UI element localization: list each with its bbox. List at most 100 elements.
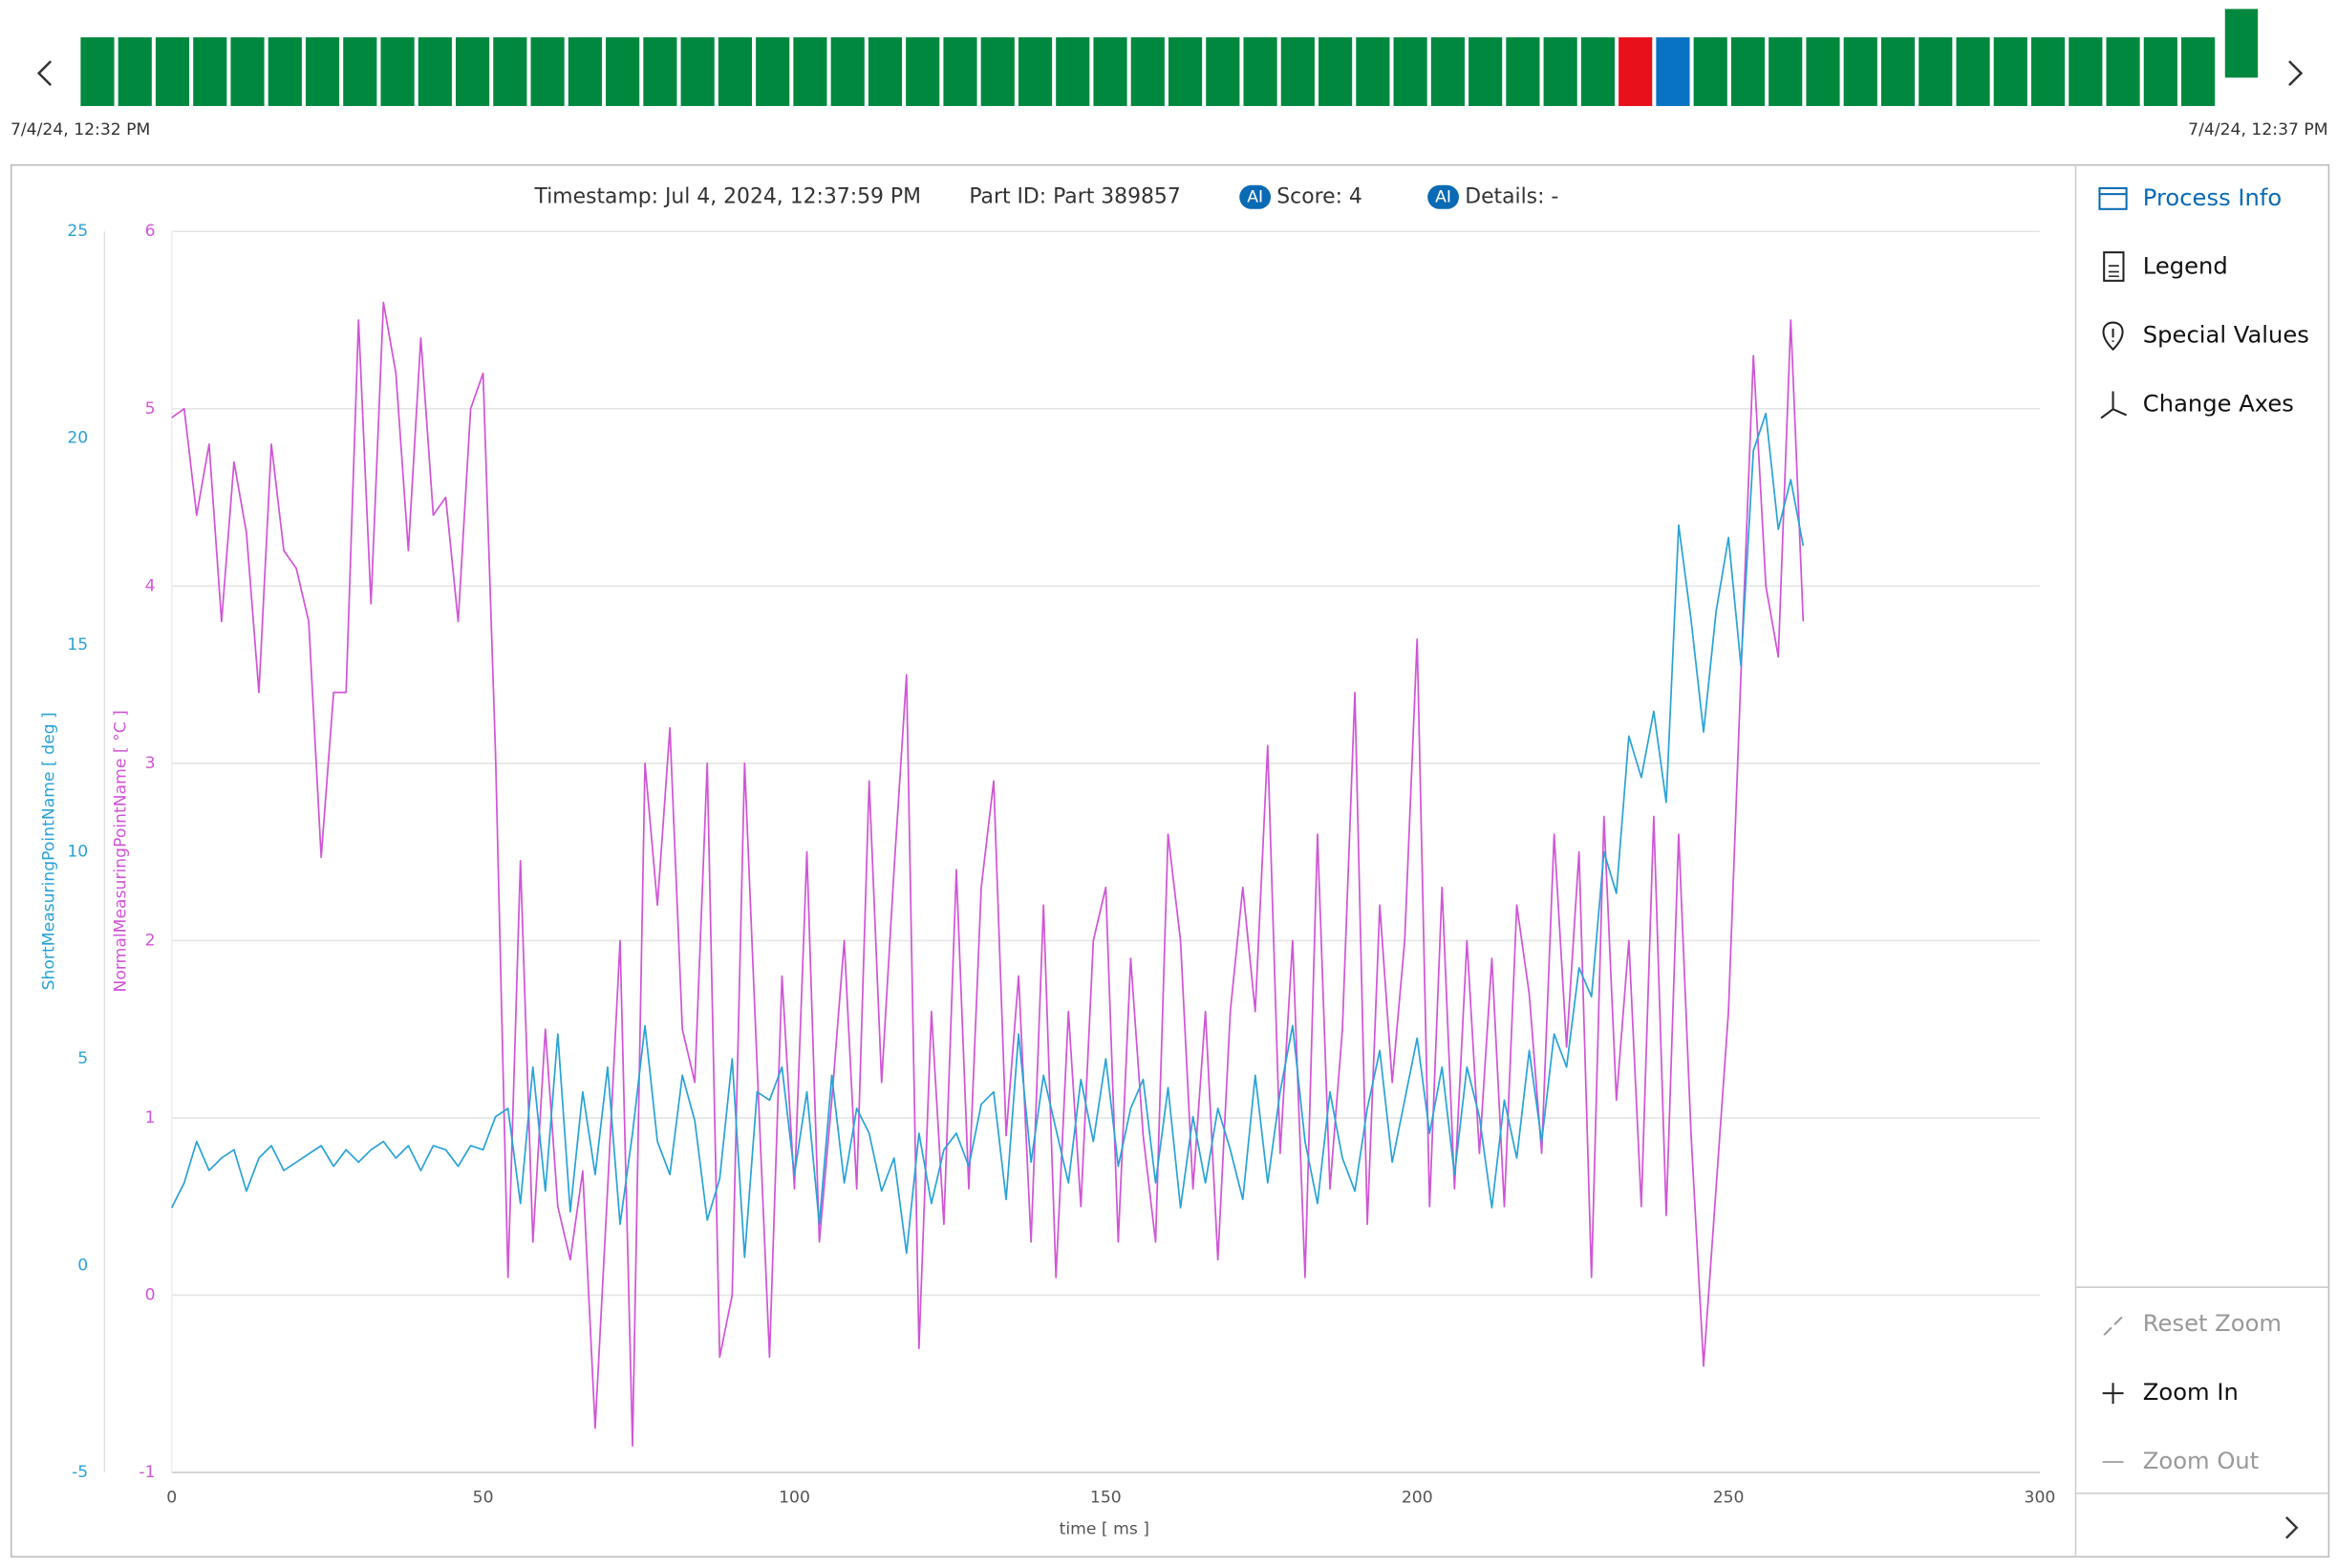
y-tick-label: 3 bbox=[145, 754, 156, 773]
prev-arrow[interactable] bbox=[36, 60, 53, 86]
special-values[interactable]: Special Values bbox=[2102, 321, 2309, 352]
ai-badge bbox=[1427, 184, 1459, 209]
y2-tick-label: 25 bbox=[67, 222, 88, 241]
timestamp: Timestamp: Jul 4, 2024, 12:37:59 PM bbox=[534, 184, 921, 208]
x-tick-label: 100 bbox=[779, 1489, 810, 1508]
y-axis-label: NormalMeasuringPointName [ °C ] bbox=[112, 710, 131, 992]
icon bbox=[2103, 1316, 2123, 1336]
reset-zoom[interactable]: Reset Zoom bbox=[2103, 1310, 2282, 1337]
timeline-item bbox=[2069, 37, 2103, 106]
timeline-item bbox=[1843, 37, 1877, 106]
icon bbox=[2100, 391, 2128, 419]
timeline-item bbox=[1469, 37, 1503, 106]
y-tick-label: 6 bbox=[145, 222, 156, 241]
process-info[interactable]: Process Info bbox=[2098, 184, 2282, 211]
timeline-item bbox=[1693, 37, 1727, 106]
x-tick-label: 50 bbox=[473, 1489, 494, 1508]
y-tick-label: 2 bbox=[145, 931, 156, 950]
y-tick-label: 5 bbox=[145, 399, 156, 419]
timeline-item bbox=[268, 37, 302, 106]
timeline-item bbox=[1769, 37, 1803, 106]
timeline-item bbox=[980, 37, 1015, 106]
timeline-item bbox=[193, 37, 227, 106]
timeline-item bbox=[1993, 37, 2027, 106]
details: Details: - bbox=[1465, 184, 1558, 208]
y-tick-label: 4 bbox=[145, 576, 156, 595]
y2-tick-label: 5 bbox=[77, 1049, 88, 1068]
change-axes[interactable]: Change Axes bbox=[2100, 391, 2294, 419]
timeline-item bbox=[756, 37, 790, 106]
chart-frame bbox=[10, 163, 2330, 1558]
timeline-item bbox=[643, 37, 677, 106]
timeline-item bbox=[680, 37, 715, 106]
menu-item: Change Axes bbox=[2143, 391, 2294, 418]
y2-tick-label: -5 bbox=[72, 1463, 88, 1482]
timeline-item bbox=[155, 37, 190, 106]
x-tick-label: 250 bbox=[1713, 1489, 1745, 1508]
y-tick-label: 0 bbox=[145, 1285, 156, 1304]
legend-button[interactable]: Legend bbox=[2103, 251, 2228, 282]
timeline-item bbox=[868, 37, 903, 106]
zoom-in[interactable]: Zoom In bbox=[2102, 1379, 2239, 1406]
timeline-item bbox=[1393, 37, 1427, 106]
menu-item: Legend bbox=[2143, 253, 2228, 280]
timeline-item bbox=[1018, 37, 1053, 106]
menu-item: Process Info bbox=[2143, 184, 2282, 211]
y2-axis-label: ShortMeasuringPointName [ deg ] bbox=[40, 712, 59, 990]
timeline-item bbox=[2030, 37, 2066, 106]
icon bbox=[2098, 186, 2128, 210]
menu-item: Special Values bbox=[2143, 322, 2309, 349]
timeline-item bbox=[305, 37, 340, 106]
zoom-out[interactable]: Zoom Out bbox=[2102, 1448, 2260, 1474]
timeline-item bbox=[1580, 37, 1616, 106]
timeline-item bbox=[906, 37, 940, 106]
timeline-item bbox=[418, 37, 452, 106]
timeline-item bbox=[380, 37, 415, 106]
timeline-item bbox=[568, 37, 602, 106]
icon bbox=[2103, 251, 2125, 282]
menu-item: Zoom In bbox=[2143, 1379, 2239, 1406]
y2-tick-label: 20 bbox=[67, 429, 88, 448]
timeline-item bbox=[2224, 9, 2259, 78]
timeline-item bbox=[1168, 37, 1203, 106]
part-id: Part ID: Part 389857 bbox=[969, 184, 1180, 208]
timeline-item bbox=[1956, 37, 1990, 106]
y2-tick-label: 10 bbox=[67, 843, 88, 862]
x-tick-label: 200 bbox=[1402, 1489, 1433, 1508]
score: Score: 4 bbox=[1276, 184, 1362, 208]
timeline-item bbox=[1880, 37, 1916, 106]
timeline-item bbox=[1206, 37, 1240, 106]
series-line bbox=[170, 412, 1805, 1258]
series-line bbox=[171, 301, 1805, 1448]
timeline-start: 7/4/24, 12:32 PM bbox=[11, 120, 150, 140]
timeline-item bbox=[456, 37, 490, 106]
ai-badge-text: AI bbox=[1435, 187, 1451, 206]
icon bbox=[2102, 321, 2124, 352]
timeline-item bbox=[530, 37, 565, 106]
timeline-item bbox=[1806, 37, 1840, 106]
timeline-item bbox=[1543, 37, 1577, 106]
x-tick-label: 150 bbox=[1090, 1489, 1122, 1508]
menu-item: Reset Zoom bbox=[2143, 1310, 2282, 1337]
menu-item: Zoom Out bbox=[2143, 1448, 2259, 1474]
timeline-item bbox=[118, 37, 152, 106]
timeline-item bbox=[2143, 37, 2177, 106]
timeline-item bbox=[1093, 37, 1127, 106]
collapse-arrow[interactable] bbox=[2285, 1516, 2299, 1539]
timeline-item bbox=[1319, 37, 1353, 106]
timeline-item bbox=[1619, 37, 1653, 106]
x-tick-label: 300 bbox=[2025, 1489, 2056, 1508]
timeline-item bbox=[1356, 37, 1390, 106]
timeline-item bbox=[1730, 37, 1766, 106]
timeline-item bbox=[1919, 37, 1953, 106]
timeline-end: 7/4/24, 12:37 PM bbox=[2188, 120, 2327, 140]
x-axis-label: time [ ms ] bbox=[1060, 1519, 1149, 1538]
next-arrow[interactable] bbox=[2288, 60, 2304, 86]
timeline-item bbox=[2106, 37, 2140, 106]
timeline-item bbox=[1280, 37, 1315, 106]
timeline-item bbox=[343, 37, 377, 106]
x-tick-label: 0 bbox=[166, 1489, 177, 1508]
